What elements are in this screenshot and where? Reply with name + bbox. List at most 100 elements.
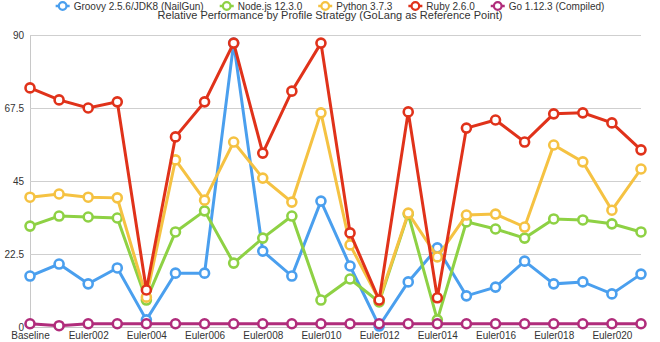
series-marker [433,252,442,261]
y-tick-label: 45 [13,176,25,187]
x-tick-label: Euler018 [534,330,574,341]
series-marker [549,319,558,328]
series-marker [287,272,296,281]
plot-area [26,39,646,331]
series-marker [84,213,93,222]
series-marker [258,149,267,158]
series-marker [578,277,587,286]
legend: Groovy 2.5.6/JDK8 (NailGun) Node.js 12.3.… [56,1,605,12]
y-tick-label: 22.5 [5,249,25,260]
legend-marker [412,2,420,10]
series-line [30,211,641,320]
series-marker [607,206,616,215]
series-marker [84,279,93,288]
series-marker [316,39,325,48]
x-tick-label: Euler004 [127,330,167,341]
series-marker [26,272,35,281]
y-tick: 45 [13,176,641,187]
x-tick-label: Euler016 [476,330,516,341]
series-marker [404,209,413,218]
series-marker [549,214,558,223]
series-marker [549,279,558,288]
series-marker [346,274,355,283]
series-marker [491,319,500,328]
chart: 022.54567.590BaselineEuler002Euler004Eul… [0,0,660,342]
legend-marker [494,2,502,10]
series-marker [637,164,646,173]
series-marker [200,269,209,278]
y-axis: 022.54567.590 [5,30,641,333]
legend-item: Python 3.7.3 [318,1,393,12]
legend-item: Ruby 2.6.0 [408,1,475,12]
series-marker [462,211,471,220]
x-tick-label: Euler020 [592,330,632,341]
series-marker [491,225,500,234]
series-marker [491,210,500,219]
series-marker [200,196,209,205]
series-marker [637,270,646,279]
series-marker [26,193,35,202]
series-marker [637,145,646,154]
series-marker [26,83,35,92]
x-tick-label: Euler010 [301,330,341,341]
legend-item: Go 1.12.3 (Compiled) [491,1,605,12]
series-marker [287,212,296,221]
x-tick-label: Euler006 [185,330,225,341]
series-marker [578,319,587,328]
series-marker [520,319,529,328]
series-marker [229,259,238,268]
series-line [30,43,641,326]
y-tick-label: 90 [13,30,25,41]
series-marker [607,319,616,328]
legend-marker [59,2,67,10]
series-marker [433,319,442,328]
series-marker [607,219,616,228]
x-tick-label: Euler014 [418,330,458,341]
series-marker [462,291,471,300]
series-marker [55,321,64,330]
series-marker [404,319,413,328]
x-tick-label: Euler008 [243,330,283,341]
series-marker [200,319,209,328]
series-marker [549,109,558,118]
series-marker [316,108,325,117]
series-marker [287,198,296,207]
series-marker [520,138,529,147]
series-marker [578,157,587,166]
series-marker [258,319,267,328]
legend-label: Ruby 2.6.0 [426,1,475,12]
series-marker [637,319,646,328]
series-marker [200,206,209,215]
series-marker [433,293,442,302]
series-marker [258,174,267,183]
series-marker [287,319,296,328]
x-tick-label: Euler002 [69,330,109,341]
grid-line [30,254,641,255]
series-marker [229,319,238,328]
legend-marker [223,2,231,10]
x-axis: Baseline Euler002 Euler004 Euler006 Euler008… [11,327,641,341]
series-marker [404,210,413,219]
series-marker [258,234,267,243]
series-marker [84,319,93,328]
series-marker [607,118,616,127]
legend-item: Node.js 12.3.0 [220,1,303,12]
series-marker [375,296,384,305]
series-marker [346,228,355,237]
series-marker [287,87,296,96]
series-marker [113,193,122,202]
legend-item: Groovy 2.5.6/JDK8 (NailGun) [56,1,204,12]
x-tick-label: Baseline [11,330,50,341]
series-marker [55,95,64,104]
series-marker [55,212,64,221]
series-marker [55,260,64,269]
series-marker [113,263,122,272]
series-marker [26,222,35,231]
series-marker [462,319,471,328]
y-tick-label: 67.5 [5,103,25,114]
series-marker [113,213,122,222]
series-marker [171,227,180,236]
series-marker [520,257,529,266]
series-marker [316,197,325,206]
series-marker [578,108,587,117]
